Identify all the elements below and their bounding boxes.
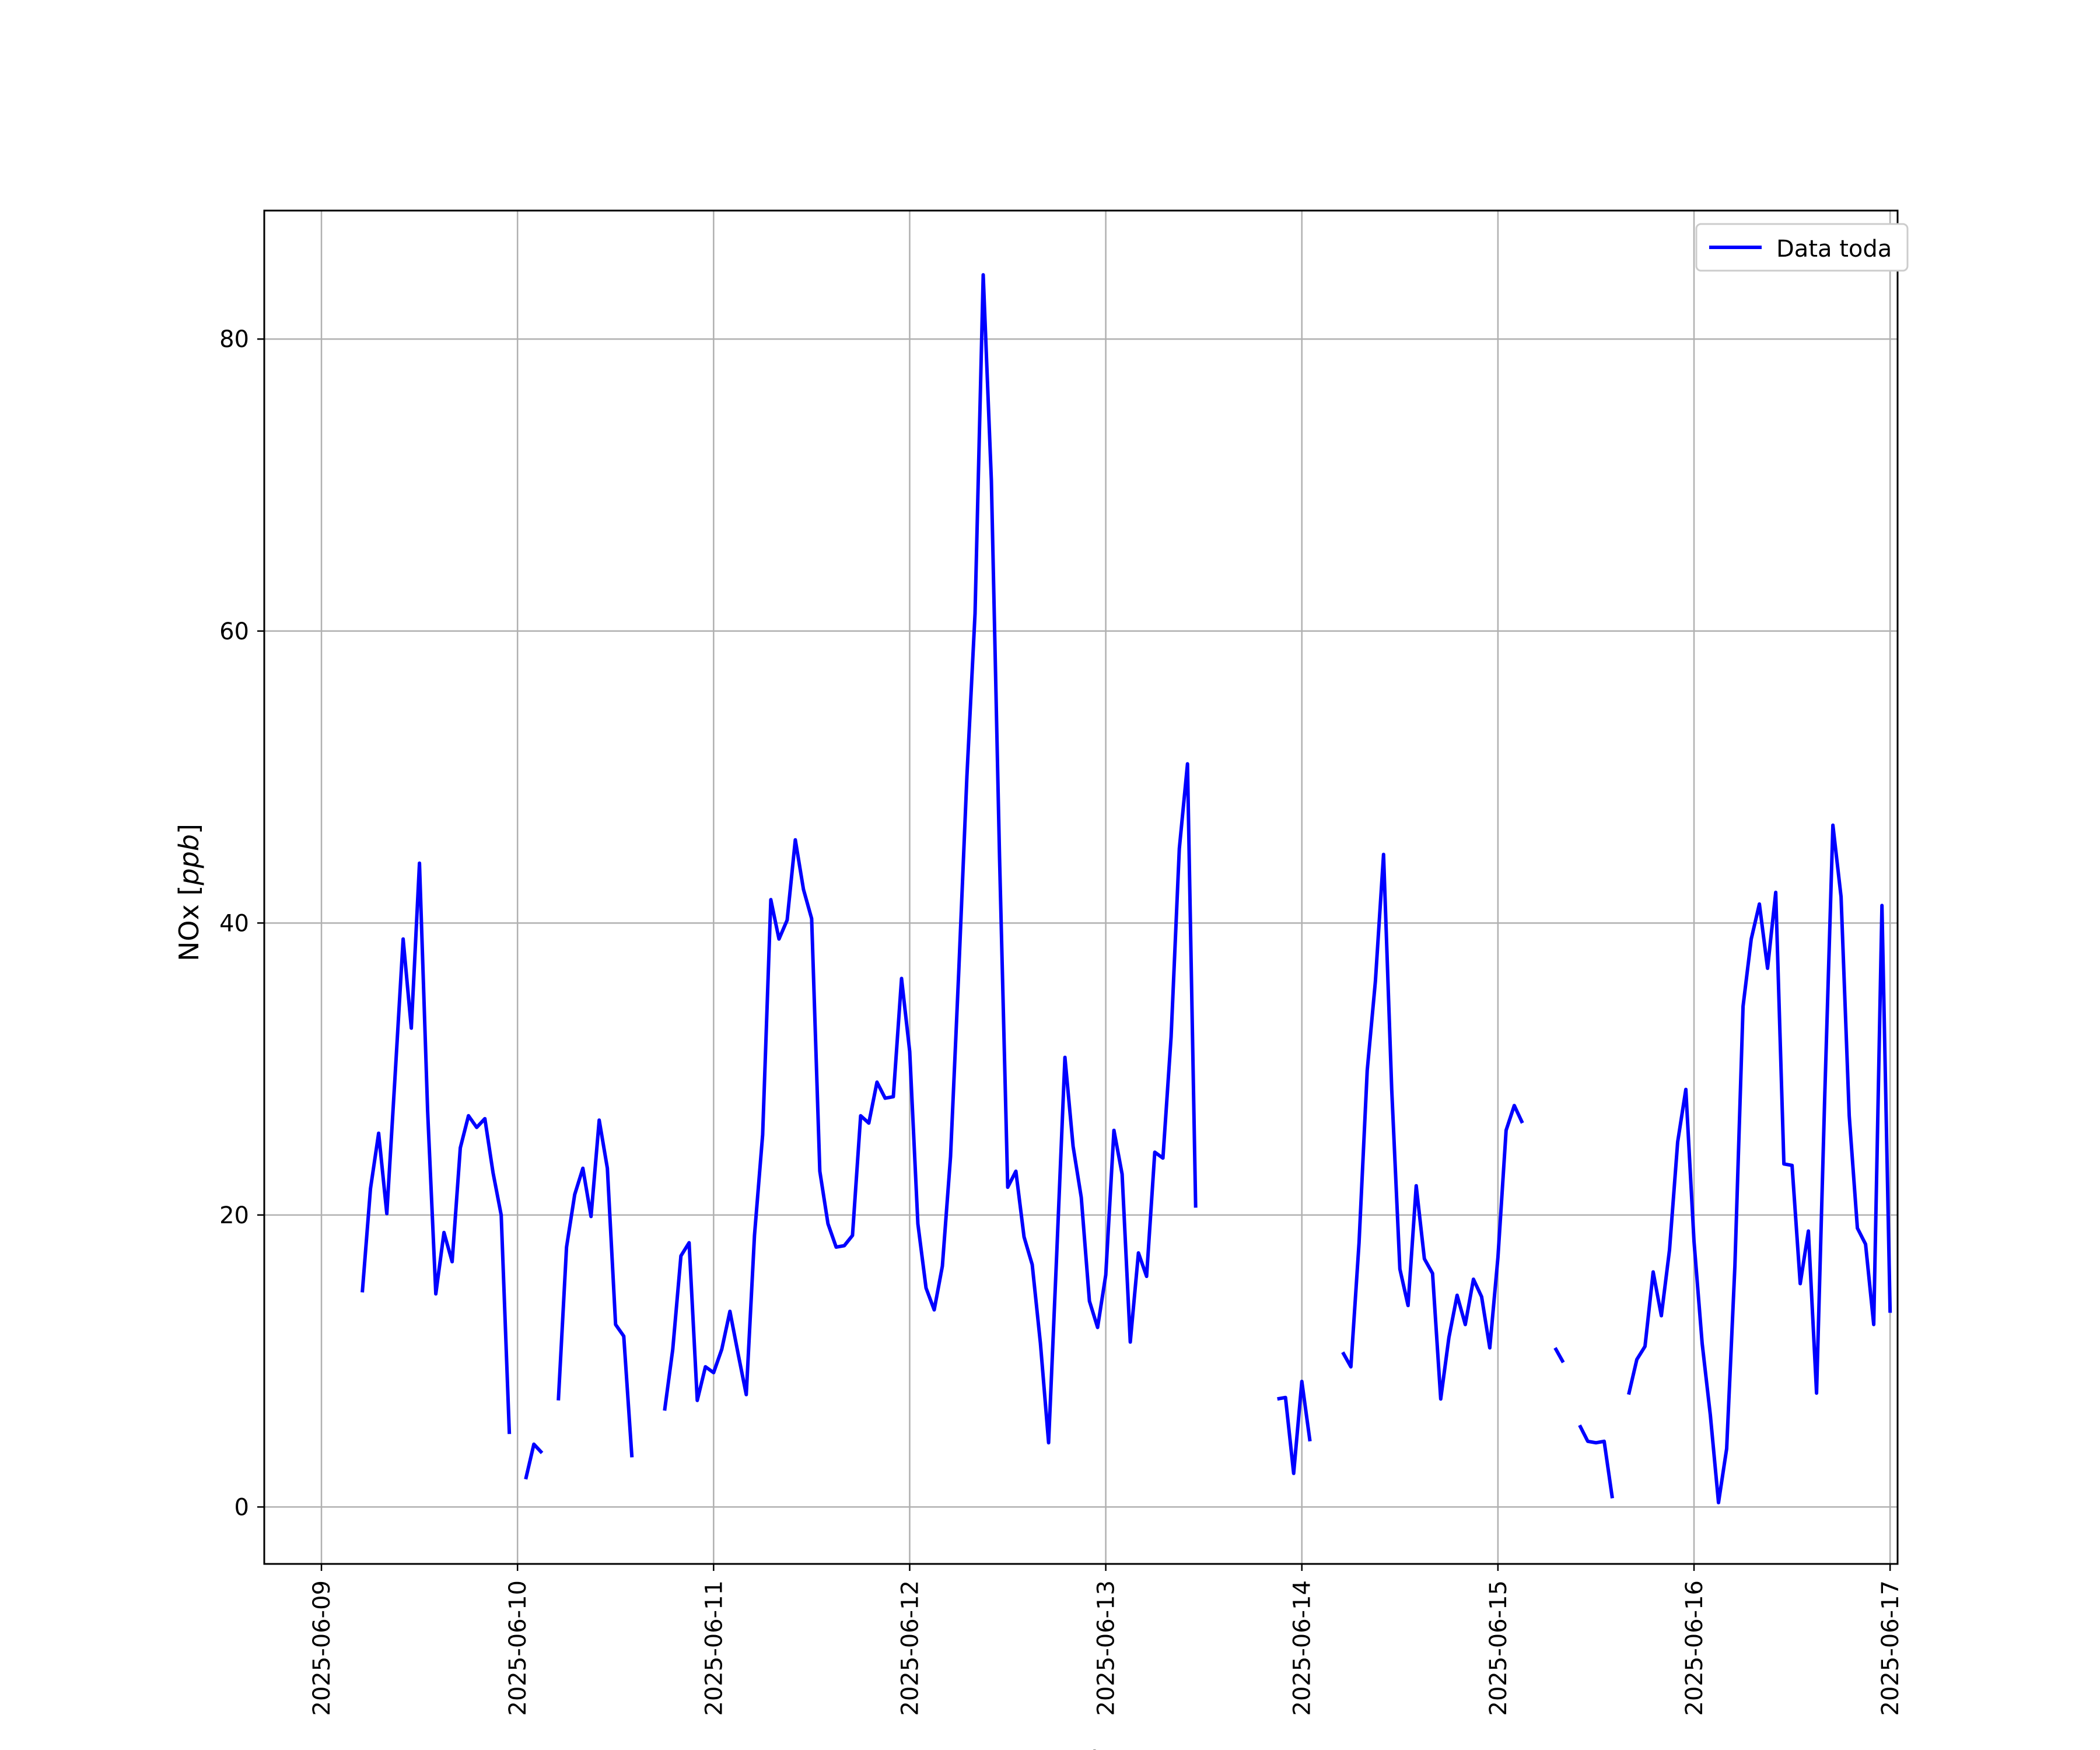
- y-tick-label: 40: [219, 910, 249, 937]
- series-line-segment: [524, 1442, 544, 1480]
- x-tick-label: 2025-06-14: [1289, 1580, 1316, 1716]
- series-line-segment: [556, 1118, 634, 1458]
- plot-frame: [263, 209, 1899, 1565]
- legend: Data toda: [1695, 223, 1909, 272]
- legend-label: Data toda: [1776, 236, 1892, 262]
- grid-lines: [264, 211, 1898, 1564]
- x-tick-label: 2025-06-13: [1093, 1580, 1120, 1716]
- series-line-segment: [360, 861, 512, 1434]
- x-tick-label: 2025-06-15: [1485, 1580, 1512, 1716]
- y-axis-label-base: NOx [: [173, 886, 205, 961]
- x-tick-label: 2025-06-16: [1681, 1580, 1708, 1716]
- y-axis-ticks: 0 20 40 60 80: [219, 326, 264, 1521]
- x-axis-label: Fecha: [1046, 1745, 1125, 1750]
- legend-box: [1695, 223, 1909, 272]
- series-line-segment: [1578, 1424, 1614, 1499]
- x-tick-label: 2025-06-09: [309, 1580, 335, 1716]
- y-axis-label-close: ]: [173, 824, 205, 834]
- x-axis-ticks: 2025-06-09 2025-06-10 2025-06-11 2025-06-12…: [309, 1564, 1904, 1716]
- y-tick-label: 20: [219, 1202, 249, 1229]
- series-line-segment: [1627, 823, 1892, 1504]
- series-line-segment: [1341, 852, 1524, 1401]
- series-line-segment: [1553, 1347, 1565, 1364]
- y-tick-label: 60: [219, 618, 249, 645]
- data-lines: [360, 273, 1892, 1504]
- x-tick-label: 2025-06-10: [505, 1580, 531, 1716]
- y-axis-label: NOx [ppb]: [173, 824, 205, 961]
- x-tick-label: 2025-06-12: [897, 1580, 923, 1716]
- y-tick-label: 0: [235, 1494, 249, 1521]
- y-axis-label-unit: ppb: [173, 834, 205, 886]
- series-line-segment: [663, 273, 1198, 1445]
- y-tick-label: 80: [219, 326, 249, 353]
- series-line-segment: [1277, 1380, 1312, 1475]
- x-tick-label: 2025-06-11: [701, 1580, 727, 1716]
- x-tick-label: 2025-06-17: [1877, 1580, 1904, 1716]
